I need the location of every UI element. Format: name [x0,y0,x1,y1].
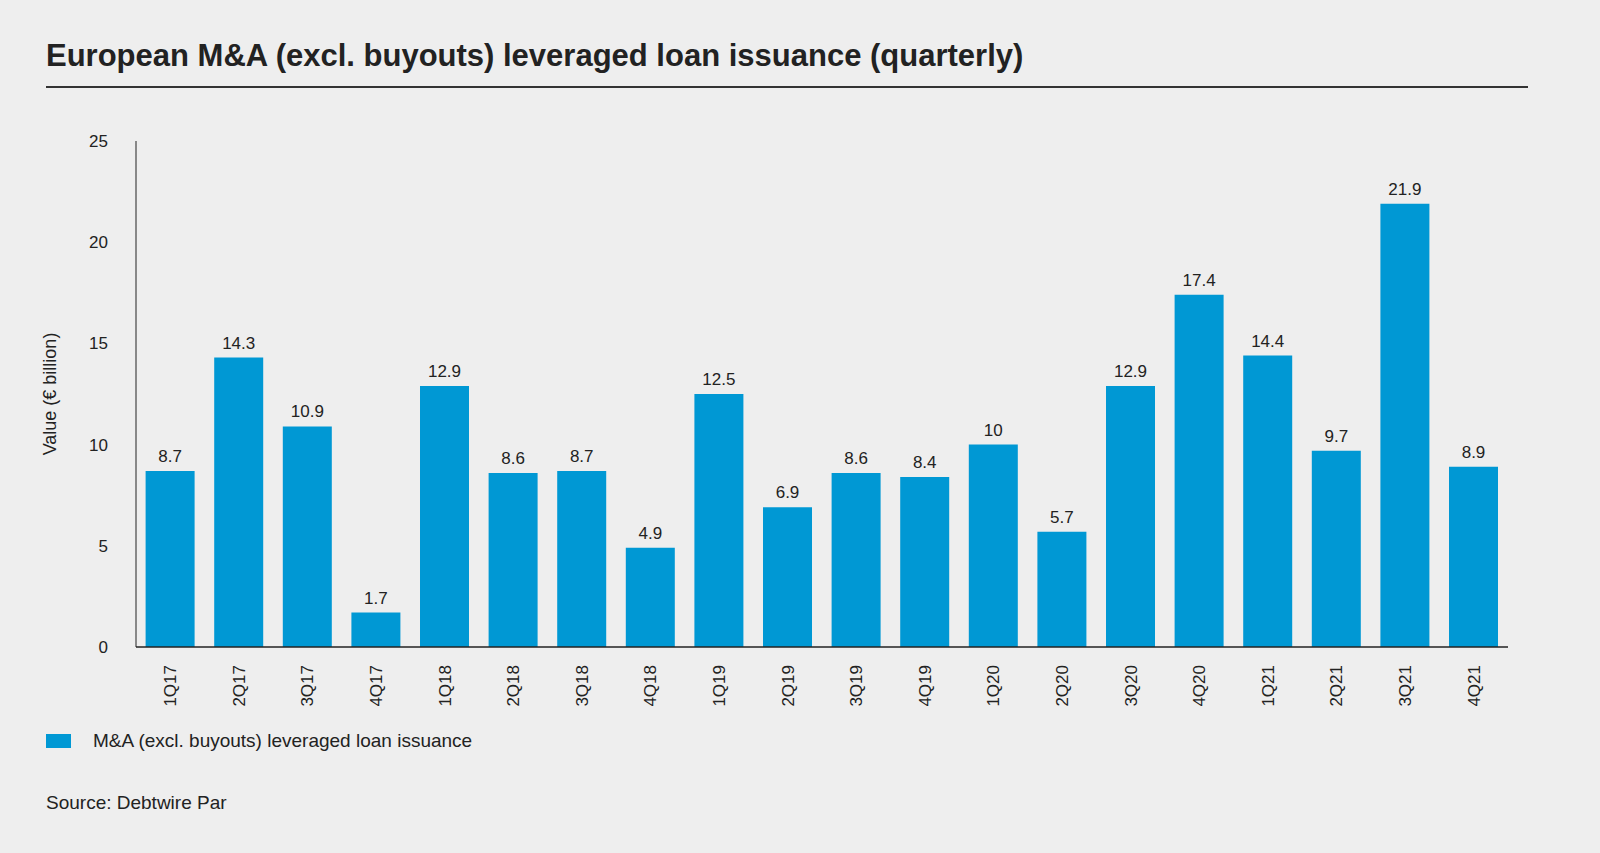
svg-text:12.9: 12.9 [1114,362,1147,381]
svg-text:1Q19: 1Q19 [710,665,729,707]
svg-text:17.4: 17.4 [1183,271,1216,290]
html-text:Source: Debtwire Par: Source: Debtwire Par [46,792,227,813]
svg-text:5.7: 5.7 [1050,508,1074,527]
svg-text:3Q18: 3Q18 [573,665,592,707]
html-text:European M&A (excl. buyouts) l: European M&A (excl. buyouts) leveraged l… [46,38,1024,73]
svg-text:14.3: 14.3 [222,334,255,353]
svg-text:2Q17: 2Q17 [230,665,249,707]
svg-text:1Q21: 1Q21 [1259,665,1278,707]
svg-text:4Q18: 4Q18 [641,665,660,707]
svg-text:8.7: 8.7 [570,447,594,466]
svg-text:5: 5 [99,537,108,556]
svg-text:4Q19: 4Q19 [916,665,935,707]
svg-text:8.6: 8.6 [844,449,868,468]
html-text:M&A (excl. buyouts) leveraged: M&A (excl. buyouts) leveraged loan issua… [93,730,473,751]
svg-text:3Q19: 3Q19 [847,665,866,707]
svg-text:4Q20: 4Q20 [1190,665,1209,707]
svg-text:1Q20: 1Q20 [984,665,1003,707]
svg-text:3Q17: 3Q17 [298,665,317,707]
svg-text:10: 10 [984,421,1003,440]
svg-text:3Q20: 3Q20 [1122,665,1141,707]
svg-text:20: 20 [89,233,108,252]
svg-text:8.7: 8.7 [158,447,182,466]
svg-text:9.7: 9.7 [1324,427,1348,446]
svg-text:0: 0 [99,638,108,657]
svg-text:10.9: 10.9 [291,402,324,421]
svg-text:8.9: 8.9 [1462,443,1486,462]
svg-text:25: 25 [89,132,108,151]
svg-text:2Q18: 2Q18 [504,665,523,707]
svg-text:8.6: 8.6 [501,449,525,468]
svg-text:1Q17: 1Q17 [161,665,180,707]
svg-text:1.7: 1.7 [364,589,388,608]
svg-text:1Q18: 1Q18 [436,665,455,707]
svg-text:4.9: 4.9 [638,524,662,543]
svg-text:12.9: 12.9 [428,362,461,381]
svg-text:2Q21: 2Q21 [1327,665,1346,707]
svg-text:2Q20: 2Q20 [1053,665,1072,707]
svg-text:6.9: 6.9 [776,483,800,502]
svg-text:10: 10 [89,436,108,455]
svg-text:4Q21: 4Q21 [1465,665,1484,707]
svg-text:21.9: 21.9 [1388,180,1421,199]
svg-text:4Q17: 4Q17 [367,665,386,707]
svg-text:12.5: 12.5 [702,370,735,389]
svg-text:Value (€ billion): Value (€ billion) [40,333,60,456]
svg-text:15: 15 [89,334,108,353]
svg-text:3Q21: 3Q21 [1396,665,1415,707]
svg-text:8.4: 8.4 [913,453,937,472]
svg-text:2Q19: 2Q19 [779,665,798,707]
svg-text:14.4: 14.4 [1251,332,1284,351]
